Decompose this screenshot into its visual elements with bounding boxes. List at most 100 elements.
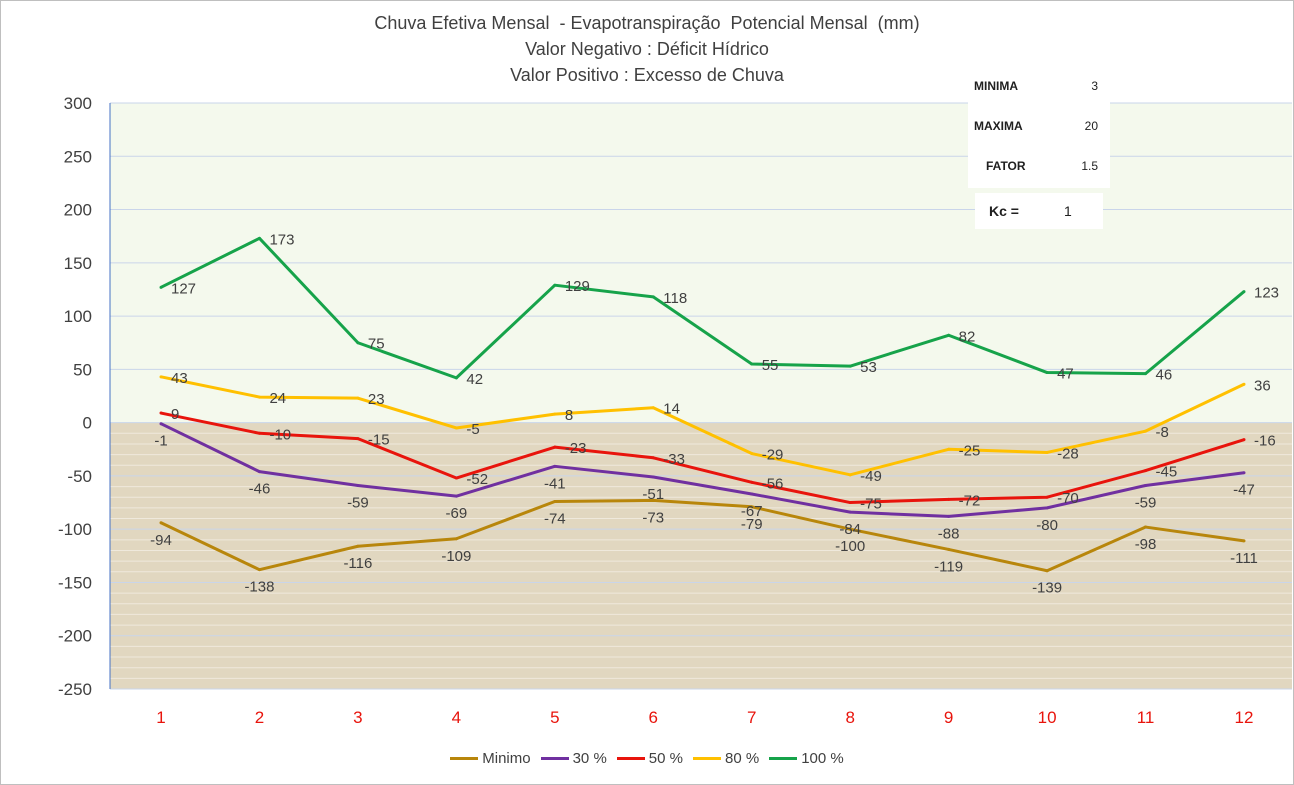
data-label: -56: [762, 475, 784, 492]
data-label: -33: [663, 451, 685, 468]
data-label: -84: [839, 521, 861, 538]
data-point: [1144, 429, 1148, 433]
data-point: [1144, 525, 1148, 529]
series-line: [160, 498, 1245, 573]
data-label: 14: [663, 401, 680, 418]
data-point: [651, 406, 655, 410]
data-label: -109: [441, 548, 471, 565]
data-label: -59: [347, 494, 369, 511]
data-label: -1: [154, 433, 167, 450]
data-point: [947, 447, 951, 451]
param-value: 20: [1084, 119, 1098, 133]
x-tick-label: 11: [1137, 708, 1155, 727]
param-label: FATOR: [986, 159, 1026, 173]
y-tick-label: -100: [58, 520, 92, 539]
data-label: -139: [1032, 580, 1062, 597]
data-point: [454, 376, 458, 380]
data-point: [1144, 483, 1148, 487]
data-label: -70: [1057, 490, 1079, 507]
data-label: 36: [1254, 377, 1271, 394]
data-point: [947, 497, 951, 501]
data-point: [1144, 469, 1148, 473]
x-tick-label: 3: [353, 708, 362, 727]
data-label: 23: [368, 391, 385, 408]
data-point: [553, 283, 557, 287]
data-label: 75: [368, 336, 385, 353]
data-label: -47: [1233, 482, 1255, 499]
series-line: [160, 422, 1245, 518]
data-label: -51: [642, 486, 664, 503]
x-tick-label: 8: [845, 708, 854, 727]
legend-label: 100 %: [801, 750, 844, 767]
data-label: -80: [1036, 517, 1058, 534]
data-label: 55: [762, 357, 779, 374]
data-label: -46: [249, 481, 271, 498]
legend-item-30: 30 %: [540, 750, 607, 767]
data-label: -25: [959, 442, 981, 459]
y-tick-label: 300: [64, 94, 92, 113]
data-point: [553, 445, 557, 449]
data-point: [257, 431, 261, 435]
data-label: 42: [466, 371, 483, 388]
x-tick-label: 10: [1038, 708, 1057, 727]
data-label: 173: [269, 231, 294, 248]
x-tick-label: 12: [1235, 708, 1254, 727]
data-label: -10: [269, 426, 291, 443]
legend-swatch: [693, 757, 721, 760]
x-tick-label: 4: [452, 708, 461, 727]
data-point: [454, 537, 458, 541]
data-point: [553, 464, 557, 468]
data-label: -88: [938, 525, 960, 542]
data-point: [1045, 506, 1049, 510]
data-label: 24: [269, 390, 286, 407]
y-tick-label: 100: [64, 307, 92, 326]
data-point: [651, 295, 655, 299]
data-point: [356, 341, 360, 345]
data-label: -100: [835, 538, 865, 555]
legend-item-80: 80 %: [693, 750, 759, 767]
data-point: [750, 480, 754, 484]
data-point: [1045, 450, 1049, 454]
y-tick-label: 0: [83, 414, 92, 433]
data-label: 127: [171, 280, 196, 297]
kc-value: 1: [1064, 203, 1072, 219]
data-point: [1242, 539, 1246, 543]
x-tick-label: 6: [649, 708, 658, 727]
data-label: -72: [959, 492, 981, 509]
data-point: [848, 510, 852, 514]
y-tick-label: 250: [64, 147, 92, 166]
data-point: [651, 456, 655, 460]
data-label: 53: [860, 359, 877, 376]
data-point: [159, 521, 163, 525]
data-point: [159, 411, 163, 415]
data-point: [947, 514, 951, 518]
data-label: 9: [171, 406, 179, 423]
data-point: [750, 492, 754, 496]
title-line-1: Chuva Efetiva Mensal - Evapotranspiração…: [374, 13, 920, 33]
data-label: -119: [934, 558, 963, 575]
data-point: [651, 475, 655, 479]
data-point: [750, 362, 754, 366]
data-point: [1242, 290, 1246, 294]
legend-label: 80 %: [725, 750, 760, 767]
data-label: -94: [150, 532, 172, 549]
data-label: -5: [466, 421, 479, 438]
series-line: [160, 411, 1245, 505]
data-label: 123: [1254, 285, 1279, 302]
data-label: 129: [565, 278, 590, 295]
y-tick-label: 150: [64, 254, 92, 273]
data-point: [1045, 569, 1049, 573]
data-label: -29: [762, 447, 784, 464]
negative-region: [110, 422, 1292, 689]
legend-swatch: [450, 757, 479, 760]
series-line: [160, 375, 1245, 477]
chart-legend: Minimo 30 % 50 % 80 % 100 %: [0, 750, 1294, 767]
data-label: -23: [565, 440, 587, 457]
data-point: [1242, 382, 1246, 386]
legend-item-100: 100 %: [769, 750, 844, 767]
data-point: [257, 236, 261, 240]
legend-swatch: [540, 757, 569, 760]
chart-title: Chuva Efetiva Mensal - Evapotranspiração…: [0, 10, 1294, 88]
data-label: -52: [466, 471, 488, 488]
